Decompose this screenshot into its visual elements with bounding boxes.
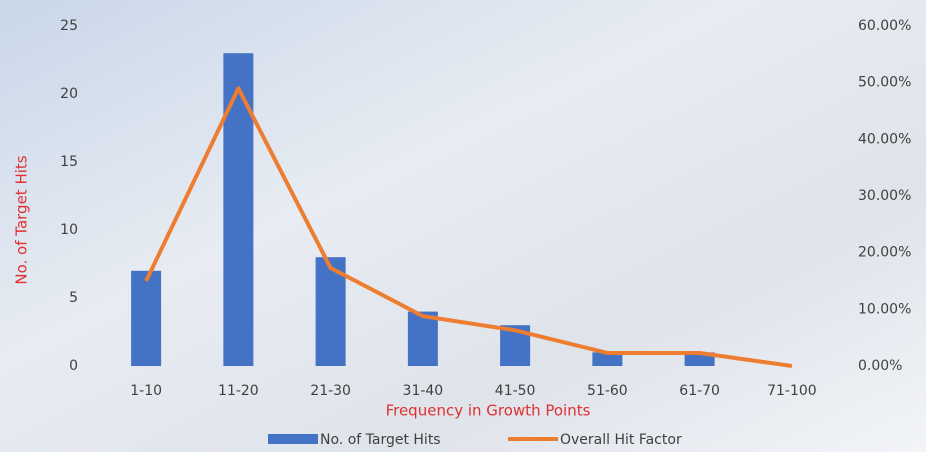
x-tick-label: 61-70 (679, 383, 720, 399)
y2-tick-label: 20.00% (858, 245, 911, 261)
y-tick-label: 10 (60, 222, 78, 238)
y-tick-label: 0 (69, 358, 78, 374)
bar (223, 53, 254, 366)
y-tick-label: 25 (60, 18, 78, 34)
y-tick-label: 15 (60, 154, 78, 170)
x-tick-label: 31-40 (403, 383, 444, 399)
x-tick-label: 51-60 (587, 383, 628, 399)
x-tick-label: 11-20 (218, 383, 259, 399)
x-axis-label: Frequency in Growth Points (386, 402, 591, 420)
y-tick-label: 5 (69, 290, 78, 306)
x-tick-label: 71-100 (767, 383, 817, 399)
x-tick-label: 21-30 (310, 383, 351, 399)
x-tick-label: 41-50 (495, 383, 536, 399)
legend-label: Overall Hit Factor (560, 432, 682, 448)
bar (592, 352, 623, 366)
y2-tick-label: 50.00% (858, 75, 911, 91)
y2-tick-label: 60.00% (858, 18, 911, 34)
line (144, 86, 793, 368)
bar (131, 270, 162, 366)
legend-label: No. of Target Hits (320, 432, 441, 448)
y2-tick-label: 40.00% (858, 131, 911, 147)
legend-marker (268, 434, 318, 444)
x-tick-label: 1-10 (130, 383, 162, 399)
y2-tick-label: 0.00% (858, 358, 902, 374)
y-axis-label: No. of Target Hits (13, 155, 31, 284)
bar (407, 311, 438, 366)
y2-tick-label: 10.00% (858, 301, 911, 317)
y2-tick-label: 30.00% (858, 188, 911, 204)
y-tick-label: 20 (60, 86, 78, 102)
